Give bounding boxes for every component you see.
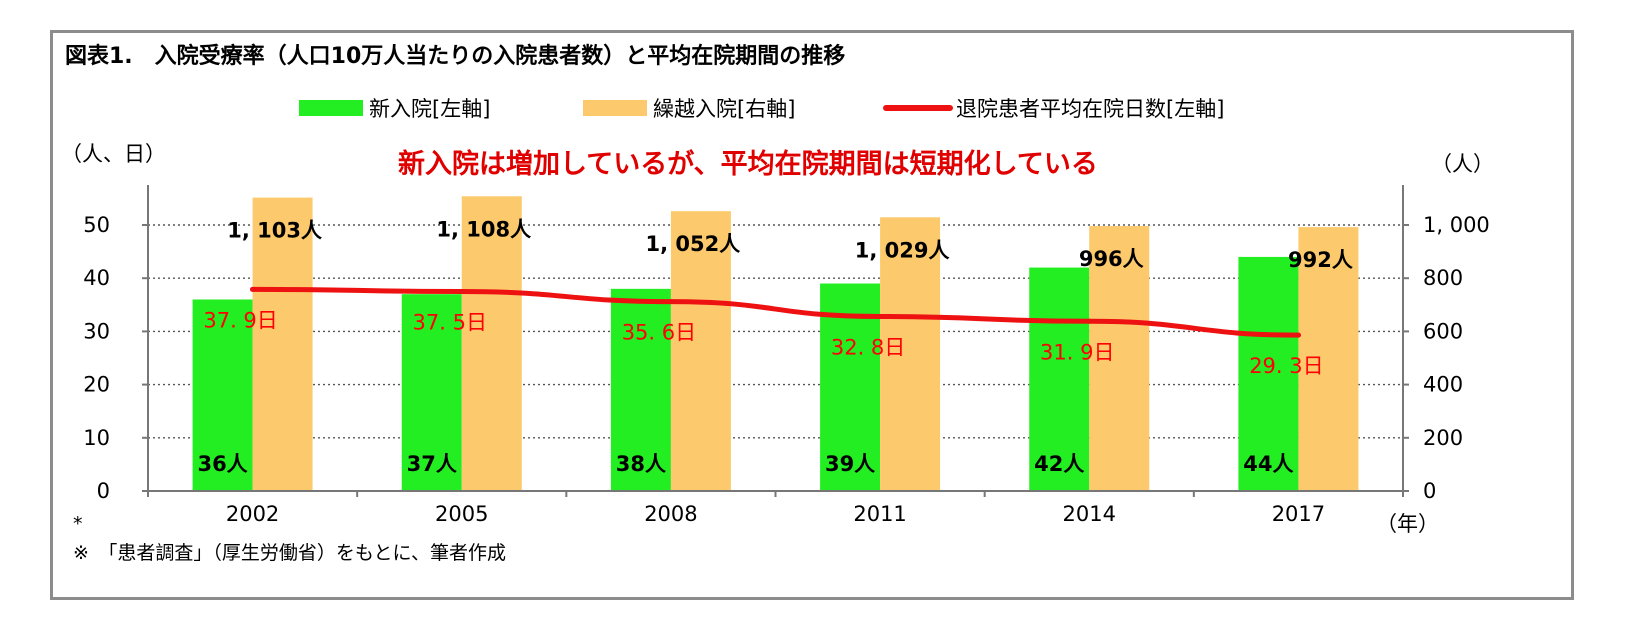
x-tick-label: 2002 xyxy=(226,502,279,526)
label-new-admission: 44人 xyxy=(1243,452,1293,476)
chart-svg: 図表1. 入院受療率（人口10万人当たりの入院患者数）と平均在院期間の推移 新入… xyxy=(61,43,1494,564)
axes: 0 10 20 30 40 50 0 200 400 600 800 1, 000 2002 2005 20… xyxy=(83,185,1490,526)
source-note: ※ 「患者調査」（厚生労働省）をもとに、筆者作成 xyxy=(73,542,506,564)
legend-label: 新入院[左軸] xyxy=(369,97,490,121)
right-axis-unit: （人） xyxy=(1431,152,1494,176)
left-tick-label: 10 xyxy=(83,426,110,450)
x-tick-label: 2011 xyxy=(853,502,906,526)
label-carryover: 996人 xyxy=(1079,247,1144,271)
label-avg-stay: 31. 9日 xyxy=(1040,340,1114,364)
legend: 新入院[左軸] 繰越入院[右軸] 退院患者平均在院日数[左軸] xyxy=(299,97,1224,121)
label-new-admission: 37人 xyxy=(407,452,457,476)
label-avg-stay: 29. 3日 xyxy=(1249,354,1323,378)
x-tick-label: 2017 xyxy=(1272,502,1325,526)
legend-swatch xyxy=(583,100,647,116)
avg-stay-point xyxy=(250,286,256,292)
x-tick-label: 2014 xyxy=(1063,502,1116,526)
bar-new-admission xyxy=(1029,267,1090,491)
bar-carryover xyxy=(880,217,941,491)
label-new-admission: 38人 xyxy=(616,452,666,476)
right-tick-label: 200 xyxy=(1423,426,1463,450)
left-tick-label: 50 xyxy=(83,213,110,237)
bars xyxy=(192,196,1359,492)
left-tick-label: 0 xyxy=(97,479,110,503)
avg-stay-point xyxy=(877,314,883,320)
left-tick-label: 40 xyxy=(83,266,110,290)
bar-new-admission xyxy=(610,288,671,491)
avg-stay-point xyxy=(459,289,465,294)
data-labels: 36人 1, 103人 37. 9日 37人 1, 108人 37. 5日 38人 1, 05… xyxy=(197,217,1352,476)
bar-carryover xyxy=(1298,227,1359,492)
x-tick-label: 2005 xyxy=(435,502,488,526)
label-carryover: 992人 xyxy=(1288,248,1353,272)
chart-annotation: 新入院は増加しているが、平均在院期間は短期化している xyxy=(398,148,1098,180)
x-axis-unit: （年） xyxy=(1376,512,1439,536)
right-tick-label: 600 xyxy=(1423,319,1463,343)
bar-carryover xyxy=(252,197,313,492)
legend-item-avg-stay: 退院患者平均在院日数[左軸] xyxy=(883,97,1224,121)
label-avg-stay: 37. 9日 xyxy=(203,308,277,332)
label-new-admission: 36人 xyxy=(197,452,247,476)
note-asterisk: * xyxy=(73,513,83,535)
label-carryover: 1, 108人 xyxy=(436,217,531,241)
bar-carryover xyxy=(1089,226,1150,491)
label-carryover: 1, 103人 xyxy=(227,219,322,243)
chart-frame: 図表1. 入院受療率（人口10万人当たりの入院患者数）と平均在院期間の推移 新入… xyxy=(50,30,1574,600)
bar-new-admission xyxy=(401,294,462,491)
legend-label: 繰越入院[右軸] xyxy=(653,97,795,121)
label-carryover: 1, 029人 xyxy=(855,238,950,262)
label-new-admission: 39人 xyxy=(825,452,875,476)
bar-carryover xyxy=(461,196,522,491)
gridlines xyxy=(148,224,1403,439)
left-tick-label: 20 xyxy=(83,373,110,397)
label-avg-stay: 32. 8日 xyxy=(831,336,905,360)
label-avg-stay: 37. 5日 xyxy=(413,311,487,335)
legend-item-new-admission: 新入院[左軸] xyxy=(299,97,490,121)
avg-stay-point xyxy=(1295,332,1301,338)
right-tick-label: 1, 000 xyxy=(1423,213,1490,237)
legend-label: 退院患者平均在院日数[左軸] xyxy=(956,97,1224,121)
avg-stay-line xyxy=(250,286,1301,338)
right-tick-label: 800 xyxy=(1423,266,1463,290)
stay-days-line xyxy=(250,286,1301,338)
left-axis-unit: （人、日） xyxy=(61,142,166,166)
legend-swatch xyxy=(299,100,363,116)
legend-item-carryover: 繰越入院[右軸] xyxy=(583,97,795,121)
avg-stay-point xyxy=(1086,318,1092,324)
chart-title: 図表1. 入院受療率（人口10万人当たりの入院患者数）と平均在院期間の推移 xyxy=(65,43,845,69)
right-tick-label: 400 xyxy=(1423,373,1463,397)
label-new-admission: 42人 xyxy=(1034,452,1084,476)
label-avg-stay: 35. 6日 xyxy=(622,321,696,345)
bar-new-admission xyxy=(1238,256,1299,491)
left-tick-label: 30 xyxy=(83,319,110,343)
bar-new-admission xyxy=(192,299,253,491)
avg-stay-point xyxy=(668,299,674,305)
x-tick-label: 2008 xyxy=(644,502,697,526)
bar-carryover xyxy=(670,211,731,491)
label-carryover: 1, 052人 xyxy=(646,232,741,256)
right-tick-label: 0 xyxy=(1423,479,1436,503)
